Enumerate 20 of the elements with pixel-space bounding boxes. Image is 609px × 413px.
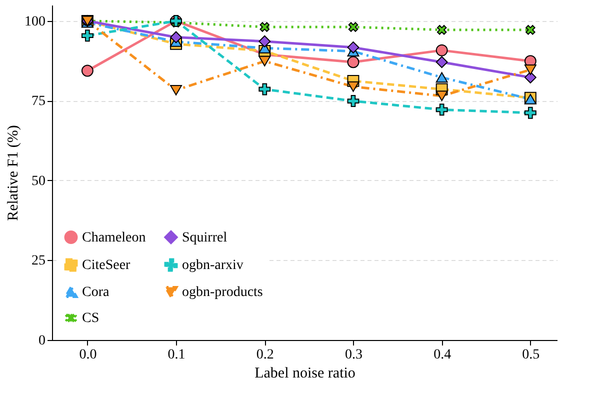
x-tick-label: 0.5 — [522, 348, 540, 362]
legend-label: ogbn-arxiv — [182, 258, 244, 273]
x-tick-label: 0.2 — [256, 348, 274, 362]
legend-label: Cora — [82, 285, 110, 300]
legend-label: CS — [82, 311, 100, 326]
x-tick-label: 0.0 — [79, 348, 97, 362]
y-tick-label: 50 — [32, 174, 46, 189]
legend-label: CiteSeer — [82, 258, 131, 273]
legend-label: ogbn-products — [182, 285, 263, 300]
legend-label: Squirrel — [182, 230, 228, 246]
y-tick-label: 75 — [32, 94, 46, 110]
x-tick-label: 0.3 — [344, 348, 362, 362]
legend-label: Chameleon — [82, 230, 146, 246]
x-axis-title: Label noise ratio — [254, 366, 356, 382]
y-tick-label: 100 — [24, 14, 46, 30]
x-tick-label: 0.4 — [434, 348, 452, 362]
x-tick-label: 0.1 — [168, 348, 186, 362]
y-tick-label: 0 — [38, 334, 46, 348]
y-tick-label: 25 — [32, 254, 46, 269]
y-axis-title: Relative F1 (%) — [6, 125, 22, 221]
